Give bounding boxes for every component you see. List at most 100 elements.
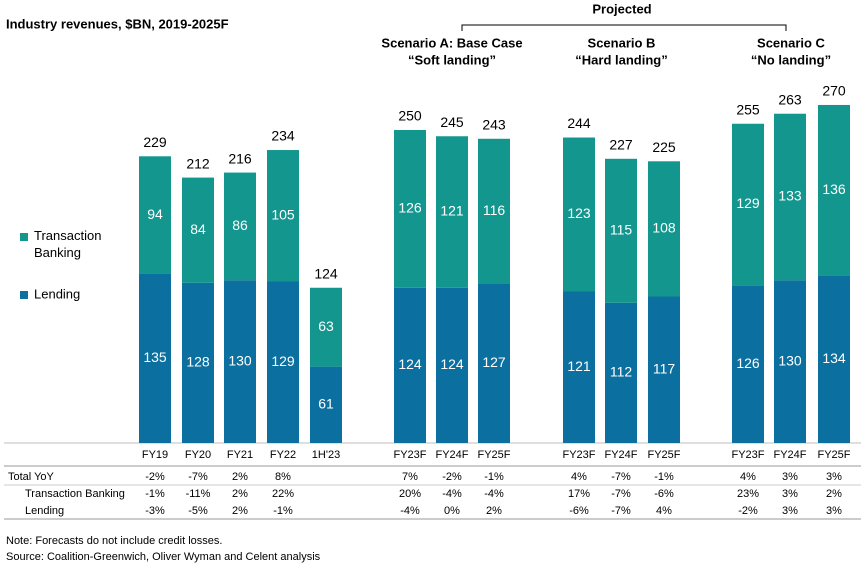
- table-cell: -1%: [145, 488, 165, 500]
- table-cell: -1%: [654, 471, 674, 483]
- table-cell: -2%: [145, 471, 165, 483]
- table-cell: 2%: [232, 505, 248, 517]
- bar-segment: [139, 156, 171, 274]
- segment-label: 130: [778, 352, 802, 368]
- segment-label: 105: [271, 206, 295, 222]
- total-label: 244: [567, 115, 591, 131]
- table-cell: 3%: [826, 505, 842, 517]
- segment-label: 134: [822, 350, 846, 366]
- segment-label: 127: [482, 354, 506, 370]
- legend-swatch: [20, 233, 28, 241]
- table-cell: 4%: [740, 471, 756, 483]
- table-cell: 8%: [275, 471, 291, 483]
- segment-label: 94: [147, 206, 163, 222]
- chart-title: Industry revenues, $BN, 2019-2025F: [6, 16, 229, 31]
- total-label: 255: [736, 101, 760, 117]
- table-cell: -6%: [654, 488, 674, 500]
- table-cell: 23%: [737, 488, 759, 500]
- x-tick-label: FY24F: [773, 449, 806, 461]
- table-cell: 4%: [571, 471, 587, 483]
- segment-label: 108: [652, 220, 676, 236]
- segment-label: 133: [778, 188, 802, 204]
- table-cell: -7%: [611, 505, 631, 517]
- scenario-subtitle: “Soft landing”: [408, 52, 496, 67]
- table-cell: -1%: [273, 505, 293, 517]
- bar-segment: [818, 275, 850, 443]
- scenario-title: Scenario A: Base Case: [381, 35, 522, 50]
- table-cell: 7%: [402, 471, 418, 483]
- bar-segment: [436, 287, 468, 443]
- table-cell: -7%: [611, 471, 631, 483]
- segment-label: 63: [318, 318, 334, 334]
- bar-segment: [139, 273, 171, 443]
- x-tick-label: FY25F: [477, 449, 510, 461]
- table-cell: -7%: [188, 471, 208, 483]
- bar-segment: [478, 283, 510, 443]
- bar-segment: [267, 281, 299, 443]
- table-cell: 2%: [486, 505, 502, 517]
- total-label: 243: [482, 116, 506, 132]
- x-tick-label: FY23F: [562, 449, 595, 461]
- segment-label: 84: [190, 221, 206, 237]
- bar-segment: [563, 291, 595, 443]
- segment-label: 129: [271, 353, 295, 369]
- bar-segment: [436, 136, 468, 288]
- legend-swatch: [20, 291, 28, 299]
- total-label: 245: [440, 114, 464, 130]
- row-label: Transaction Banking: [25, 488, 125, 500]
- total-label: 216: [228, 150, 252, 166]
- total-label: 270: [822, 83, 846, 99]
- bar-segment: [605, 158, 637, 303]
- scenario-subtitle: “No landing”: [751, 52, 831, 67]
- segment-label: 126: [736, 355, 760, 371]
- bar-segment: [605, 302, 637, 443]
- x-tick-label: FY25F: [817, 449, 850, 461]
- bar-segment: [310, 366, 342, 443]
- total-label: 124: [314, 265, 338, 281]
- legend-label: Transaction Banking: [34, 228, 101, 260]
- bar-segment: [224, 280, 256, 443]
- bar-segment: [732, 285, 764, 443]
- bar-segment: [732, 123, 764, 286]
- x-tick-label: FY20: [185, 449, 211, 461]
- total-label: 263: [778, 91, 802, 107]
- bar-segment: [563, 137, 595, 292]
- segment-label: 135: [143, 349, 167, 365]
- table-cell: 2%: [826, 488, 842, 500]
- table-cell: 0%: [444, 505, 460, 517]
- table-cell: -6%: [569, 505, 589, 517]
- table-cell: 2%: [232, 488, 248, 500]
- bar-segment: [267, 150, 299, 282]
- x-tick-label: FY23F: [731, 449, 764, 461]
- scenario-title: Scenario C: [757, 35, 826, 50]
- table-cell: 2%: [232, 471, 248, 483]
- table-cell: -4%: [442, 488, 462, 500]
- table-cell: 4%: [656, 505, 672, 517]
- x-tick-label: FY21: [227, 449, 253, 461]
- scenario-subtitle: “Hard landing”: [575, 52, 667, 67]
- x-tick-label: 1H'23: [312, 449, 340, 461]
- table-cell: 20%: [399, 488, 421, 500]
- projected-label: Projected: [592, 1, 651, 16]
- segment-label: 121: [567, 358, 591, 374]
- bar-segment: [774, 113, 806, 281]
- segment-label: 112: [610, 364, 633, 380]
- total-label: 234: [271, 128, 295, 144]
- table-cell: -2%: [738, 505, 758, 517]
- total-label: 227: [609, 136, 633, 152]
- segment-label: 61: [318, 396, 334, 412]
- segment-label: 130: [228, 352, 252, 368]
- segment-label: 123: [567, 205, 591, 221]
- x-tick-label: FY22: [270, 449, 296, 461]
- scenario-title: Scenario B: [588, 35, 656, 50]
- table-cell: -11%: [186, 488, 211, 500]
- table-cell: -7%: [611, 488, 631, 500]
- segment-label: 126: [398, 200, 422, 216]
- table-cell: 3%: [782, 488, 798, 500]
- segment-label: 136: [822, 181, 846, 197]
- x-tick-label: FY24F: [604, 449, 637, 461]
- table-cell: -1%: [484, 471, 504, 483]
- total-label: 225: [652, 139, 676, 155]
- bar-segment: [774, 280, 806, 443]
